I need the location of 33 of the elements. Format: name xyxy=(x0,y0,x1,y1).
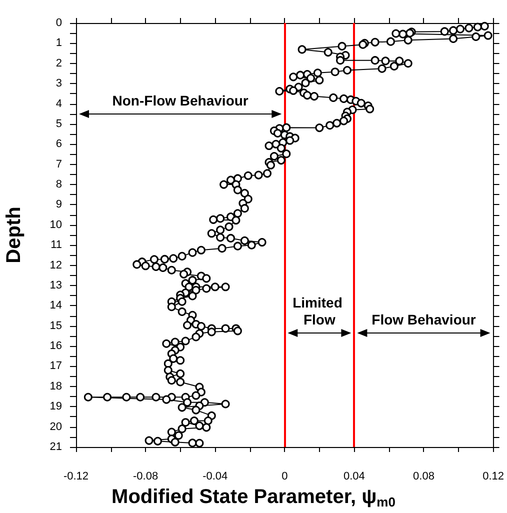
y-tick-label: 21 xyxy=(50,441,62,453)
annotation: Flow Behaviour xyxy=(372,312,476,328)
y-tick-label: 18 xyxy=(50,380,62,392)
y-tick-label: 7 xyxy=(56,158,62,170)
y-tick-label: 17 xyxy=(50,360,62,372)
y-tick-label: 5 xyxy=(56,118,62,130)
y-tick-label: 10 xyxy=(50,218,62,231)
x-tick-label: -0.08 xyxy=(133,470,158,482)
y-tick-label: 0 xyxy=(56,17,62,29)
x-tick-label: -0.12 xyxy=(63,470,89,482)
y-tick-label: 4 xyxy=(56,98,62,110)
y-tick-label: 19 xyxy=(50,400,62,413)
y-tick-label: 13 xyxy=(50,279,62,292)
y-tick-label: 15 xyxy=(50,320,62,332)
y-tick-label: 16 xyxy=(50,340,62,352)
x-tick-label: 0.04 xyxy=(343,470,365,482)
x-tick-label: 0.08 xyxy=(413,470,434,482)
y-tick-label: 3 xyxy=(56,78,62,90)
y-tick-label: 1 xyxy=(56,37,62,50)
y-tick-label: 20 xyxy=(50,420,62,433)
y-tick-label: 14 xyxy=(50,300,62,312)
y-tick-label: 8 xyxy=(56,178,62,191)
y-tick-label: 12 xyxy=(50,259,62,272)
y-tick-label: 11 xyxy=(50,239,62,252)
y-tick-label: 9 xyxy=(56,198,62,211)
annotation: Limited Flow xyxy=(292,294,346,328)
annotation: Non-Flow Behaviour xyxy=(112,92,249,108)
x-tick-label: 0.12 xyxy=(482,470,504,482)
y-axis-title: Depth xyxy=(3,206,25,264)
x-tick-label: -0.04 xyxy=(202,470,228,482)
y-tick-label: 2 xyxy=(56,57,62,70)
x-tick-label: 0 xyxy=(282,470,288,482)
y-tick-label: 6 xyxy=(56,138,62,150)
